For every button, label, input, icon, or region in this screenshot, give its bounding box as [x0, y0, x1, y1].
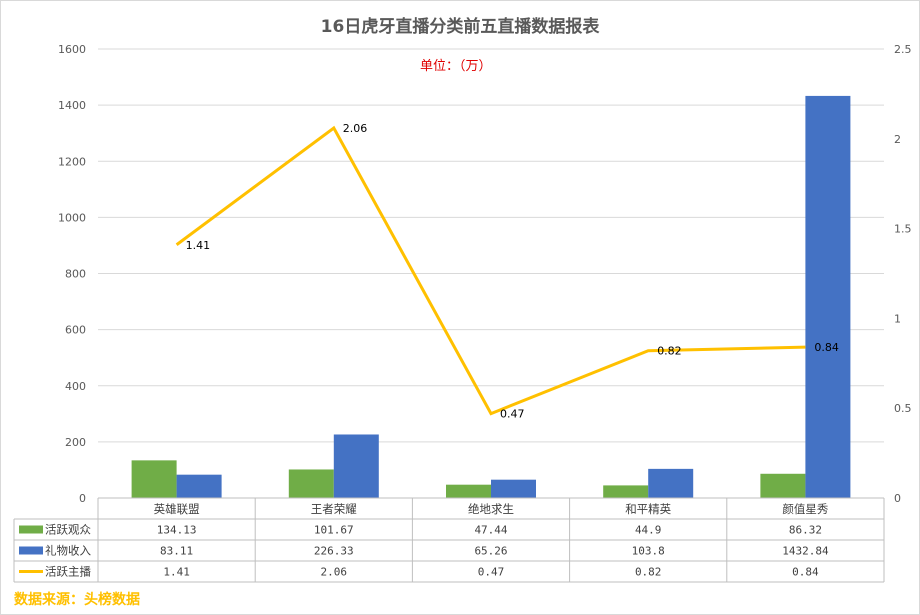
line-active-streamers: [175, 125, 806, 416]
table-cell: 134.13: [157, 524, 197, 537]
y-left-tick-label: 1200: [58, 155, 86, 168]
y-left-tick-label: 1600: [58, 43, 86, 56]
bar-gift-income: [805, 95, 851, 498]
bar-gift-income: [333, 434, 379, 498]
line-data-label: 2.06: [343, 122, 368, 135]
y-right-tick-label: 2.5: [894, 43, 912, 56]
bar-gift-income: [491, 479, 536, 498]
y-left-tick-label: 1400: [58, 99, 86, 112]
table-cell: 44.9: [635, 524, 662, 537]
y-right-tick-label: 0: [894, 492, 901, 505]
table-cell: 65.26: [474, 545, 507, 558]
chart-title: 16日虎牙直播分类前五直播数据报表: [320, 17, 600, 37]
table-cell: 0.84: [792, 566, 819, 579]
table-cell: 226.33: [314, 545, 354, 558]
y-left-tick-label: 800: [65, 268, 86, 281]
y-left-tick-label: 600: [65, 324, 86, 337]
y-left-tick-label: 200: [65, 436, 86, 449]
y-right-tick-label: 1.5: [894, 223, 912, 236]
category-label: 王者荣耀: [311, 502, 357, 516]
table-cell: 47.44: [474, 524, 507, 537]
legend-label: 活跃观众: [45, 523, 91, 537]
table-cell: 103.8: [632, 545, 665, 558]
y-left-tick-label: 400: [65, 380, 86, 393]
table-cell: 2.06: [321, 566, 348, 579]
line-data-label: 0.47: [500, 408, 525, 421]
bar-gift-income: [176, 474, 222, 498]
y-left-tick-label: 0: [79, 492, 86, 505]
table-cell: 83.11: [160, 545, 193, 558]
bar-active-audience: [288, 469, 334, 498]
table-cell: 1.41: [163, 566, 190, 579]
table-cell: 0.47: [478, 566, 505, 579]
y-right-tick-label: 1: [894, 312, 901, 325]
legend-label: 活跃主播: [45, 565, 91, 579]
y-right-tick-label: 2: [894, 133, 901, 146]
y-left-tick-label: 1000: [58, 211, 86, 224]
legend-key: [19, 525, 43, 534]
category-label: 和平精英: [625, 502, 671, 516]
legend-label: 礼物收入: [45, 544, 91, 558]
y-right-tick-label: 0.5: [894, 402, 912, 415]
bar-active-audience: [760, 473, 806, 498]
legend-key: [19, 546, 43, 555]
category-label: 绝地求生: [468, 502, 514, 516]
line-data-label: 1.41: [186, 239, 211, 252]
bar-active-audience: [446, 484, 491, 498]
unit-note: 单位：（万）: [420, 59, 492, 74]
bar-active-audience: [603, 485, 649, 498]
table-cell: 101.67: [314, 524, 354, 537]
category-label: 英雄联盟: [154, 502, 200, 516]
line-data-label: 0.84: [814, 341, 839, 354]
table-cell: 0.82: [635, 566, 662, 579]
category-label: 颜值星秀: [782, 502, 828, 516]
source-note: 数据来源：头榜数据: [14, 592, 140, 608]
table-cell: 1432.84: [782, 545, 829, 558]
bar-gift-income: [648, 468, 694, 498]
table-cell: 86.32: [789, 524, 822, 537]
bar-active-audience: [131, 460, 177, 498]
line-data-label: 0.82: [657, 345, 682, 358]
